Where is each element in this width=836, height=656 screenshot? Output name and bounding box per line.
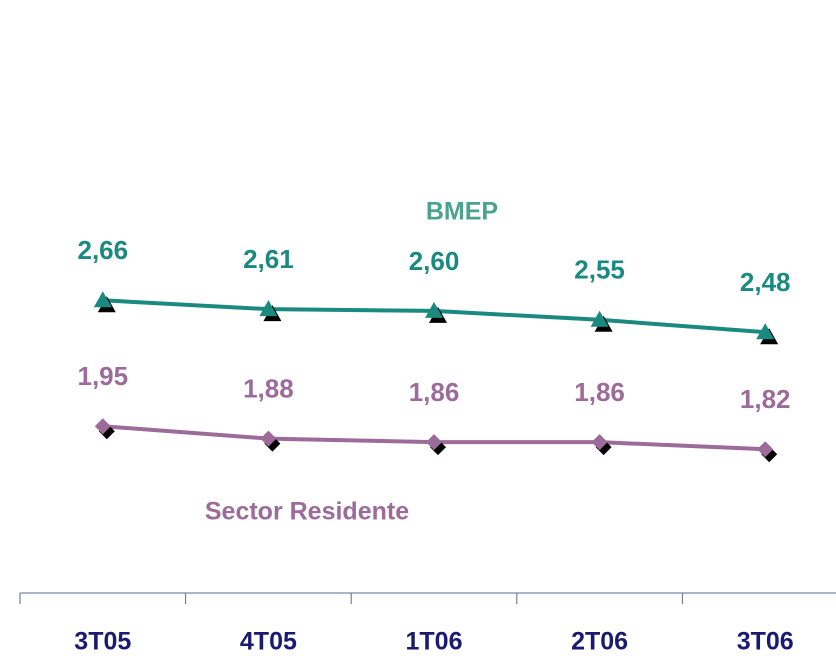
data-label: 2,61 — [243, 244, 294, 274]
marker — [260, 430, 277, 447]
data-label: 1,88 — [243, 373, 294, 403]
data-label: 1,82 — [740, 384, 791, 414]
series-label: BMEP — [426, 198, 498, 226]
data-label: 2,60 — [409, 246, 460, 276]
data-label: 1,95 — [77, 361, 128, 391]
marker — [591, 434, 608, 451]
x-tick-label: 1T06 — [406, 628, 463, 656]
x-tick-label: 2T06 — [571, 628, 628, 656]
data-label: 2,66 — [77, 235, 128, 265]
x-tick-label: 3T06 — [737, 628, 794, 656]
series-label: Sector Residente — [205, 498, 409, 526]
data-label: 1,86 — [574, 377, 625, 407]
marker — [756, 323, 775, 340]
marker — [259, 300, 278, 317]
data-label: 2,55 — [574, 255, 625, 285]
marker — [757, 441, 774, 458]
marker — [94, 418, 111, 435]
marker — [426, 434, 442, 451]
marker — [425, 301, 443, 318]
marker — [590, 310, 609, 327]
x-tick-label: 3T05 — [74, 628, 131, 656]
marker — [93, 291, 112, 308]
data-label: 2,48 — [740, 267, 791, 297]
data-label: 1,86 — [409, 377, 460, 407]
x-tick-label: 4T05 — [240, 628, 297, 656]
